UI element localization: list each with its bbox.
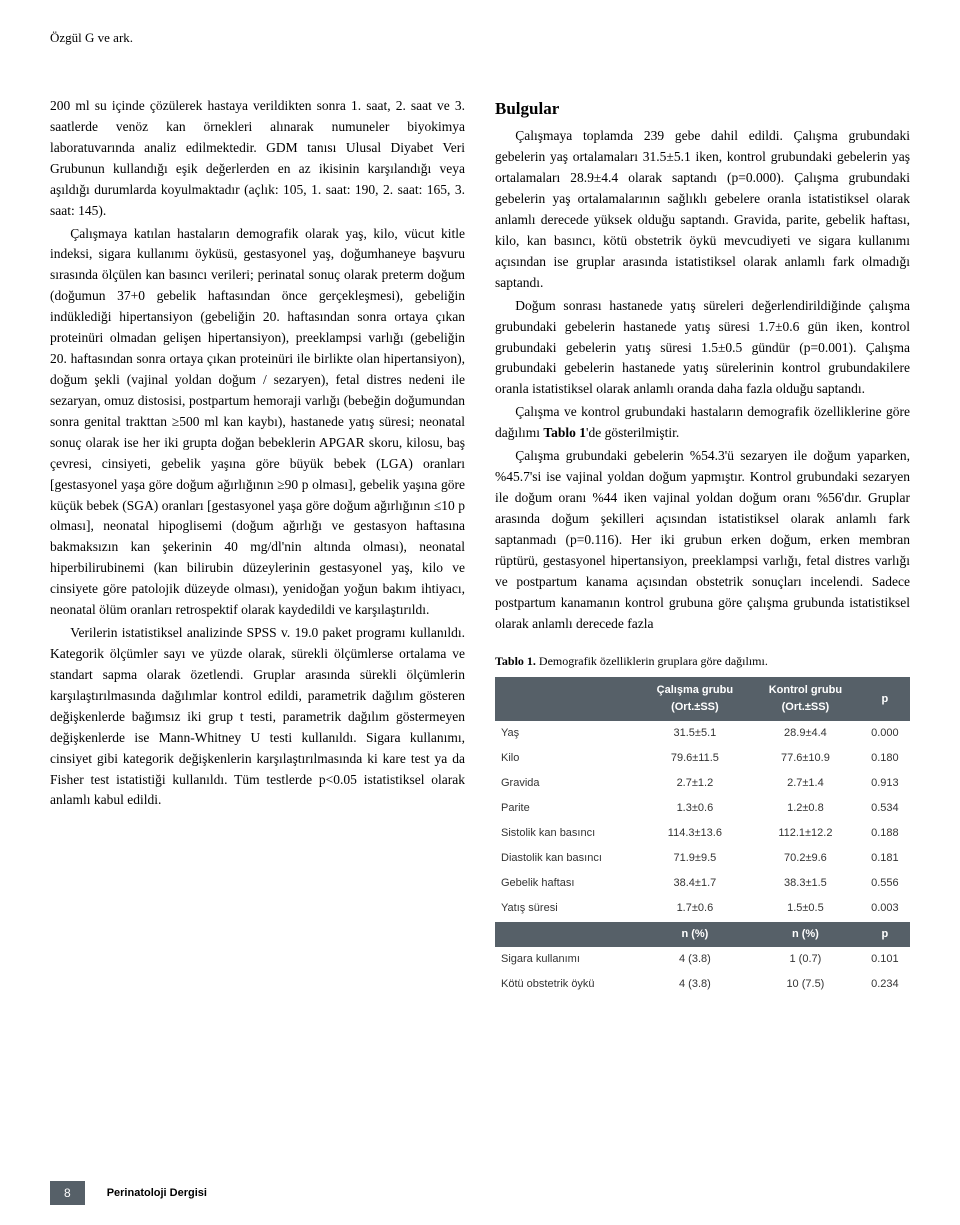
table-body: Yaş31.5±5.128.9±4.40.000Kilo79.6±11.577.… [495, 721, 910, 921]
table-row: Sistolik kan basıncı114.3±13.6112.1±12.2… [495, 821, 910, 846]
paragraph: Doğum sonrası hastanede yatış süreleri d… [495, 296, 910, 401]
table-cell: 0.000 [860, 721, 910, 746]
col-header-control: Kontrol grubu (Ort.±SS) [751, 677, 860, 721]
running-head: Özgül G ve ark. [50, 30, 910, 46]
col-subheader-p: p [860, 922, 910, 947]
col-header-sublabel: (Ort.±SS) [782, 701, 830, 713]
page-footer: 8 Perinatoloji Dergisi [50, 1181, 207, 1205]
table-row: Diastolik kan basıncı71.9±9.570.2±9.60.1… [495, 846, 910, 871]
table-cell: 0.913 [860, 771, 910, 796]
table-subheader-row: n (%) n (%) p [495, 922, 910, 947]
section-heading-bulgular: Bulgular [495, 96, 910, 122]
col-subheader-n2: n (%) [751, 922, 860, 947]
paragraph: Verilerin istatistiksel analizinde SPSS … [50, 623, 465, 811]
table-cell: 114.3±13.6 [639, 821, 751, 846]
col-header-label: Kontrol grubu [769, 684, 842, 696]
table-cell: 31.5±5.1 [639, 721, 751, 746]
left-column: 200 ml su içinde çözülerek hastaya veril… [50, 96, 465, 997]
table-cell: 1 (0.7) [751, 947, 860, 972]
col-header-sublabel: (Ort.±SS) [671, 701, 719, 713]
table-cell: Diastolik kan basıncı [495, 846, 639, 871]
table-row: Yaş31.5±5.128.9±4.40.000 [495, 721, 910, 746]
table-cell: 0.180 [860, 746, 910, 771]
table-cell: 2.7±1.2 [639, 771, 751, 796]
table-cell: 77.6±10.9 [751, 746, 860, 771]
journal-name: Perinatoloji Dergisi [107, 1187, 207, 1199]
table-cell: 79.6±11.5 [639, 746, 751, 771]
table-cell: Sistolik kan basıncı [495, 821, 639, 846]
col-subheader-n1: n (%) [639, 922, 751, 947]
table-cell: 0.534 [860, 796, 910, 821]
table-header-row: Çalışma grubu (Ort.±SS) Kontrol grubu (O… [495, 677, 910, 721]
table-cell: 1.7±0.6 [639, 896, 751, 921]
page-number: 8 [50, 1181, 85, 1205]
table-cell: 0.181 [860, 846, 910, 871]
table-cell: Parite [495, 796, 639, 821]
table-cell: Sigara kullanımı [495, 947, 639, 972]
table-row: Gravida2.7±1.22.7±1.40.913 [495, 771, 910, 796]
col-header-blank [495, 677, 639, 721]
table-row: Parite1.3±0.61.2±0.80.534 [495, 796, 910, 821]
paragraph: Çalışma ve kontrol grubundaki hastaların… [495, 402, 910, 444]
paragraph: Çalışmaya toplamda 239 gebe dahil edildi… [495, 126, 910, 293]
table-cell: 38.4±1.7 [639, 871, 751, 896]
table-cell: Kötü obstetrik öykü [495, 972, 639, 997]
col-header-p: p [860, 677, 910, 721]
table-cell: 1.5±0.5 [751, 896, 860, 921]
table-cell: 0.003 [860, 896, 910, 921]
text-fragment: 'de gösterilmiştir. [586, 425, 679, 440]
table-caption: Tablo 1. Demografik özelliklerin gruplar… [495, 652, 910, 671]
paragraph: Çalışmaya katılan hastaların demografik … [50, 224, 465, 622]
table-row: Kötü obstetrik öykü4 (3.8)10 (7.5)0.234 [495, 972, 910, 997]
table-cell: 0.556 [860, 871, 910, 896]
table-ref: Tablo 1 [543, 425, 586, 440]
table-cell: 1.2±0.8 [751, 796, 860, 821]
table-row: Kilo79.6±11.577.6±10.90.180 [495, 746, 910, 771]
paragraph: Çalışma grubundaki gebelerin %54.3'ü sez… [495, 446, 910, 634]
col-header-study: Çalışma grubu (Ort.±SS) [639, 677, 751, 721]
table-cell: 0.101 [860, 947, 910, 972]
table-cell: 2.7±1.4 [751, 771, 860, 796]
table-cell: Gravida [495, 771, 639, 796]
table-row: Sigara kullanımı4 (3.8)1 (0.7)0.101 [495, 947, 910, 972]
table-row: Gebelik haftası38.4±1.738.3±1.50.556 [495, 871, 910, 896]
table-cell: Yaş [495, 721, 639, 746]
table-cell: 38.3±1.5 [751, 871, 860, 896]
table-demographics: Çalışma grubu (Ort.±SS) Kontrol grubu (O… [495, 677, 910, 997]
table-cell: 71.9±9.5 [639, 846, 751, 871]
table-cell: Gebelik haftası [495, 871, 639, 896]
col-subheader-blank [495, 922, 639, 947]
table-cell: 70.2±9.6 [751, 846, 860, 871]
right-column: Bulgular Çalışmaya toplamda 239 gebe dah… [495, 96, 910, 997]
table-cell: 0.188 [860, 821, 910, 846]
col-header-label: Çalışma grubu [657, 684, 733, 696]
table-label: Tablo 1. [495, 654, 536, 668]
table-cell: 112.1±12.2 [751, 821, 860, 846]
paragraph: 200 ml su içinde çözülerek hastaya veril… [50, 96, 465, 222]
two-column-layout: 200 ml su içinde çözülerek hastaya veril… [50, 96, 910, 997]
table-cell: Yatış süresi [495, 896, 639, 921]
table-cell: 1.3±0.6 [639, 796, 751, 821]
table-row: Yatış süresi1.7±0.61.5±0.50.003 [495, 896, 910, 921]
table-cell: 4 (3.8) [639, 947, 751, 972]
table-cell: Kilo [495, 746, 639, 771]
table-cell: 0.234 [860, 972, 910, 997]
table-cell: 4 (3.8) [639, 972, 751, 997]
table-cell: 10 (7.5) [751, 972, 860, 997]
table-caption-text: Demografik özelliklerin gruplara göre da… [539, 654, 768, 668]
table-cell: 28.9±4.4 [751, 721, 860, 746]
table-body: Sigara kullanımı4 (3.8)1 (0.7)0.101Kötü … [495, 947, 910, 997]
